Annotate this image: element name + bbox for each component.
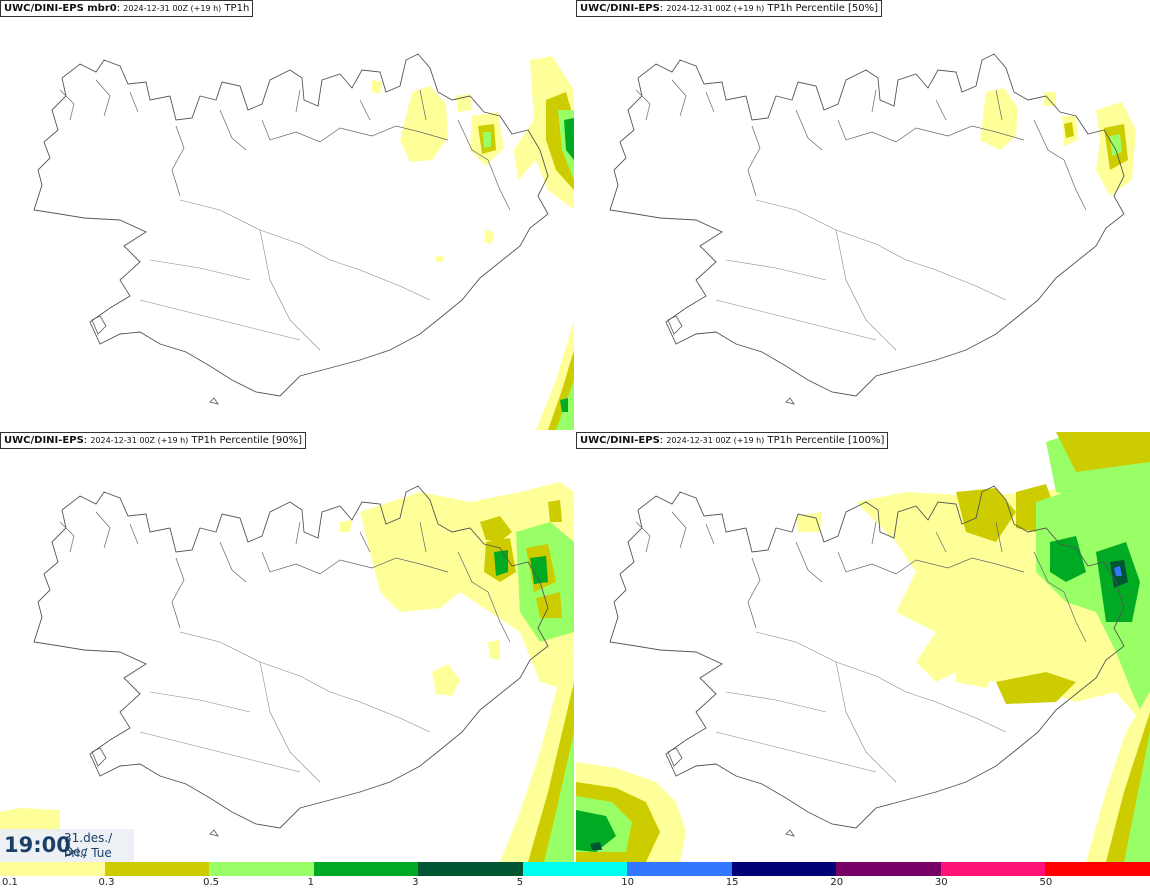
precip-shading xyxy=(0,482,574,862)
valid-weekday: Þri./ Tue xyxy=(64,846,112,860)
panel-divider-horizontal xyxy=(0,430,1150,432)
colorbar-cell xyxy=(627,862,733,876)
panel-title: UWC/DINI-EPS mbr0: 2024-12-31 00Z (+19 h… xyxy=(0,0,254,17)
colorbar-tick-label: 50 xyxy=(1039,877,1053,888)
precip-shading xyxy=(576,432,1150,862)
panel-title: UWC/DINI-EPS: 2024-12-31 00Z (+19 h) TP1… xyxy=(0,432,307,449)
colorbar-tick-label: 0.5 xyxy=(203,877,219,888)
colorbar-cell xyxy=(940,862,1046,876)
colorbar-tick-label: 15 xyxy=(725,877,739,888)
colorbar xyxy=(0,862,1150,876)
colorbar-tick-label: 10 xyxy=(621,877,634,888)
map-panel-member0: UWC/DINI-EPS mbr0: 2024-12-31 00Z (+19 h… xyxy=(0,0,574,430)
valid-clock: 19:00 xyxy=(4,833,71,857)
map-panel-p90: UWC/DINI-EPS: 2024-12-31 00Z (+19 h) TP1… xyxy=(0,432,574,862)
panel-title: UWC/DINI-EPS: 2024-12-31 00Z (+19 h) TP1… xyxy=(576,0,883,17)
colorbar-labels: 0.1 0.3 0.5 1 3 5 10 15 20 30 50 xyxy=(0,876,1150,891)
precip-shading xyxy=(980,88,1136,196)
map-panel-p100: UWC/DINI-EPS: 2024-12-31 00Z (+19 h) TP1… xyxy=(576,432,1150,862)
valid-time-box: 19:00 31.des./ Dec Þri./ Tue xyxy=(0,829,134,862)
colorbar-cell xyxy=(104,862,210,876)
colorbar-cell xyxy=(522,862,628,876)
colorbar-cell xyxy=(313,862,419,876)
colorbar-cell xyxy=(418,862,524,876)
colorbar-tick-label: 1 xyxy=(307,877,314,888)
colorbar-tick-label: 30 xyxy=(934,877,948,888)
colorbar-tick-label: 0.1 xyxy=(2,877,18,888)
colorbar-cell xyxy=(1045,862,1150,876)
colorbar-cell xyxy=(836,862,942,876)
colorbar-cell xyxy=(0,862,105,876)
coastline xyxy=(609,53,1125,405)
map-svg xyxy=(576,432,1150,862)
colorbar-tick-label: 3 xyxy=(412,877,419,888)
map-svg xyxy=(0,482,574,862)
map-svg xyxy=(33,53,574,430)
map-panel-p50: UWC/DINI-EPS: 2024-12-31 00Z (+19 h) TP1… xyxy=(576,0,1150,430)
colorbar-tick-label: 0.3 xyxy=(98,877,115,888)
colorbar-cell xyxy=(209,862,315,876)
valid-date: 31.des./ Dec xyxy=(64,831,113,859)
precip-shading xyxy=(372,56,574,430)
map-svg xyxy=(609,53,1136,405)
colorbar-tick-label: 5 xyxy=(516,877,524,888)
panel-title: UWC/DINI-EPS: 2024-12-31 00Z (+19 h) TP1… xyxy=(576,432,889,449)
colorbar-cell xyxy=(731,862,837,876)
colorbar-tick-label: 20 xyxy=(830,877,844,888)
